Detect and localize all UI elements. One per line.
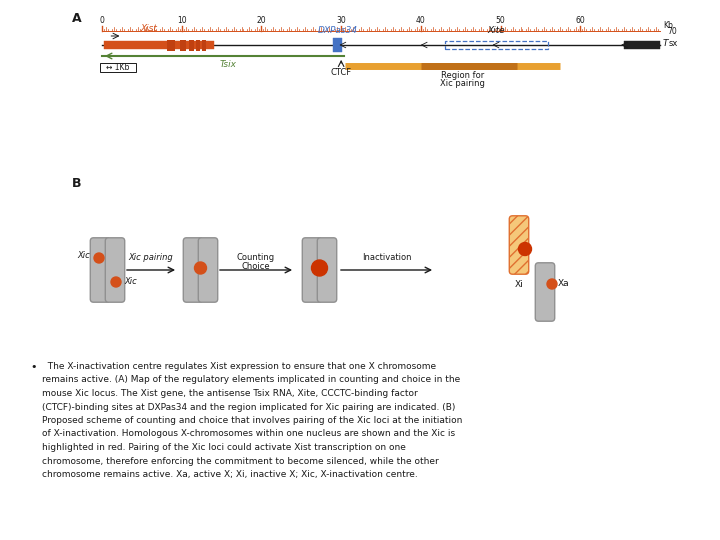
- Circle shape: [94, 253, 104, 263]
- Text: remains active. (A) Map of the regulatory elements implicated in counting and ch: remains active. (A) Map of the regulator…: [42, 375, 460, 384]
- Text: highlighted in red. Pairing of the Xic loci could activate Xist transcription on: highlighted in red. Pairing of the Xic l…: [42, 443, 406, 452]
- Text: 20: 20: [256, 16, 266, 25]
- Text: Xic pairing: Xic pairing: [441, 79, 485, 88]
- FancyBboxPatch shape: [184, 238, 203, 302]
- Text: Xic: Xic: [124, 278, 137, 287]
- Text: 10: 10: [177, 16, 186, 25]
- Text: Kb: Kb: [663, 21, 673, 30]
- Bar: [202, 39, 207, 51]
- Circle shape: [111, 277, 121, 287]
- Text: A: A: [72, 12, 81, 25]
- Text: Region for: Region for: [441, 71, 485, 80]
- FancyBboxPatch shape: [509, 216, 528, 274]
- Text: Xic pairing: Xic pairing: [129, 253, 174, 262]
- Text: 70: 70: [667, 27, 677, 36]
- Text: DXPas34: DXPas34: [318, 26, 358, 35]
- Bar: [333, 38, 342, 52]
- Text: ↔ 1Kb: ↔ 1Kb: [107, 64, 130, 72]
- Text: The X-inactivation centre regulates Xist expression to ensure that one X chromos: The X-inactivation centre regulates Xist…: [42, 362, 436, 371]
- Text: Proposed scheme of counting and choice that involves pairing of the Xic loci at : Proposed scheme of counting and choice t…: [42, 416, 462, 425]
- Text: Xi: Xi: [515, 280, 523, 289]
- Text: of X-inactivation. Homologous X-chromosomes within one nucleus are shown and the: of X-inactivation. Homologous X-chromoso…: [42, 429, 455, 438]
- Text: CTCF: CTCF: [330, 68, 351, 77]
- Text: •: •: [30, 362, 37, 372]
- Text: Xite: Xite: [487, 26, 505, 35]
- Text: mouse Xic locus. The Xist gene, the antisense Tsix RNA, Xite, CCCTC-binding fact: mouse Xic locus. The Xist gene, the anti…: [42, 389, 418, 398]
- Circle shape: [518, 242, 531, 255]
- FancyBboxPatch shape: [198, 238, 217, 302]
- Text: Choice: Choice: [242, 262, 270, 271]
- Text: 30: 30: [336, 16, 346, 25]
- Bar: [624, 41, 660, 49]
- Text: 40: 40: [416, 16, 426, 25]
- Bar: [167, 39, 176, 51]
- Bar: [189, 39, 194, 51]
- FancyBboxPatch shape: [90, 238, 109, 302]
- Text: Inactivation: Inactivation: [361, 253, 411, 262]
- Bar: [180, 39, 186, 51]
- Text: Xa: Xa: [558, 280, 570, 288]
- Text: T: T: [663, 39, 668, 49]
- Circle shape: [194, 262, 207, 274]
- Text: 50: 50: [495, 16, 505, 25]
- Bar: [196, 39, 200, 51]
- Circle shape: [312, 260, 328, 276]
- Text: Tsix: Tsix: [220, 60, 236, 69]
- Text: Xic: Xic: [77, 252, 90, 260]
- Bar: [100, 63, 136, 72]
- Text: chromosome remains active. Xa, active X; Xi, inactive X; Xic, X-inactivation cen: chromosome remains active. Xa, active X;…: [42, 470, 418, 479]
- Circle shape: [547, 279, 557, 289]
- Text: sx: sx: [669, 39, 678, 49]
- FancyBboxPatch shape: [105, 238, 125, 302]
- FancyBboxPatch shape: [302, 238, 322, 302]
- Text: chromosome, therefore enforcing the commitment to become silenced, while the oth: chromosome, therefore enforcing the comm…: [42, 456, 438, 465]
- Text: (CTCF)-binding sites at DXPas34 and the region implicated for Xic pairing are in: (CTCF)-binding sites at DXPas34 and the …: [42, 402, 455, 411]
- Text: B: B: [72, 177, 81, 190]
- Text: 0: 0: [99, 16, 104, 25]
- Text: Counting: Counting: [237, 253, 275, 262]
- Bar: [104, 41, 214, 49]
- Text: 60: 60: [575, 16, 585, 25]
- Bar: [445, 41, 549, 49]
- FancyBboxPatch shape: [535, 263, 554, 321]
- FancyBboxPatch shape: [318, 238, 337, 302]
- Text: Xist: Xist: [140, 24, 158, 33]
